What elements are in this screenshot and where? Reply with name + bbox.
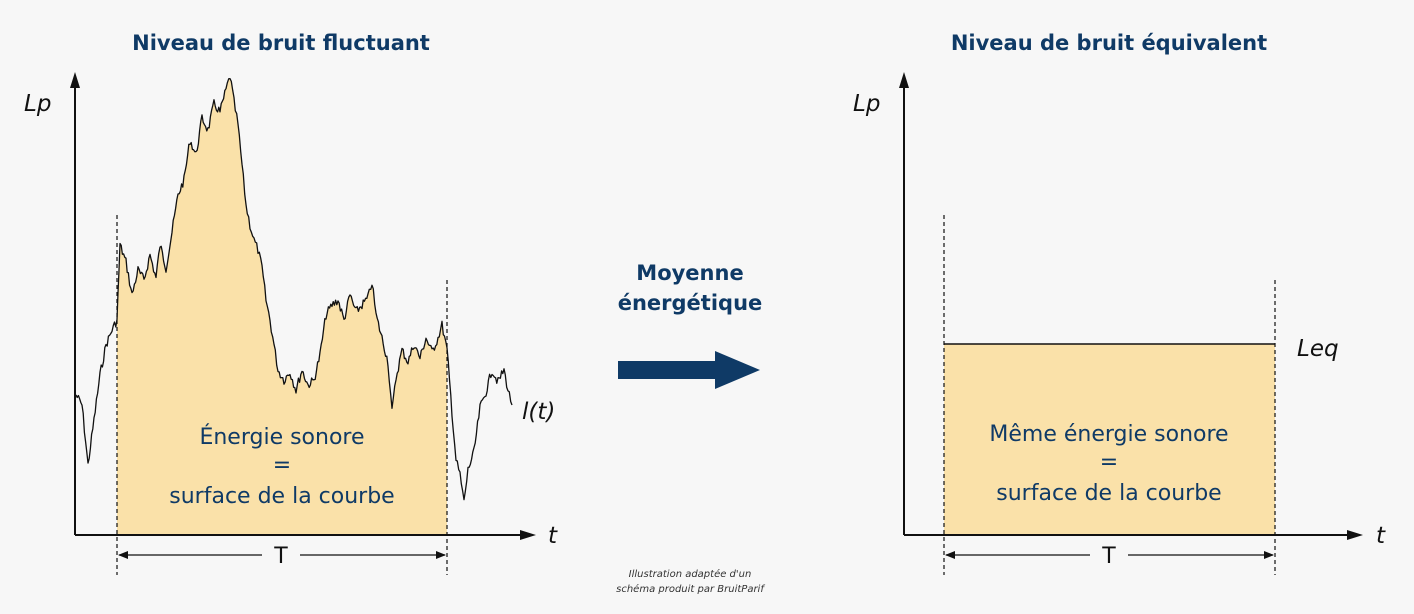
left-interval-arrowhead-left-icon	[118, 551, 128, 559]
right-y-axis-label: Lp	[853, 91, 880, 117]
right-interval-label: T	[1101, 544, 1116, 569]
fluctuating-noise-curve	[75, 77, 513, 501]
curve-label: l(t)	[522, 399, 555, 425]
left-interval-arrowhead-right-icon	[436, 551, 446, 559]
arrow-label-line-1: Moyenne	[636, 261, 743, 285]
left-interval-label: T	[273, 544, 288, 569]
left-panel: Niveau de bruit fluctuant Lp t l(t) T Én…	[24, 31, 558, 575]
right-panel: Niveau de bruit équivalent Lp t Leq T Mê…	[853, 31, 1386, 575]
right-area-text-line-2: =	[1100, 450, 1118, 475]
left-panel-title: Niveau de bruit fluctuant	[132, 31, 430, 55]
energy-area	[117, 78, 447, 535]
left-x-axis-arrowhead-icon	[520, 530, 536, 540]
center-transition: Moyenne énergétique Illustration adaptée…	[616, 261, 765, 595]
left-area-text-line-1: Énergie sonore	[199, 424, 364, 450]
right-y-axis-arrowhead-icon	[899, 72, 909, 88]
left-area-text-line-3: surface de la courbe	[169, 484, 394, 509]
right-arrow-icon	[618, 351, 760, 389]
right-area-text-line-3: surface de la courbe	[996, 481, 1221, 506]
right-interval-arrowhead-right-icon	[1264, 551, 1274, 559]
equivalent-energy-area	[944, 344, 1275, 535]
right-area-text-line-1: Même énergie sonore	[989, 422, 1228, 447]
right-panel-title: Niveau de bruit équivalent	[951, 31, 1267, 55]
credit-line-2: schéma produit par BruitParif	[616, 583, 765, 595]
credit-line-1: Illustration adaptée d'un	[629, 568, 752, 580]
left-x-axis-label: t	[548, 523, 558, 549]
left-y-axis-label: Lp	[24, 91, 51, 117]
left-area-text-line-2: =	[273, 453, 291, 478]
right-interval-arrowhead-left-icon	[945, 551, 955, 559]
left-y-axis-arrowhead-icon	[70, 72, 80, 88]
leq-label: Leq	[1297, 336, 1339, 362]
arrow-label-line-2: énergétique	[618, 291, 763, 315]
right-x-axis-label: t	[1376, 523, 1386, 549]
right-x-axis-arrowhead-icon	[1347, 530, 1363, 540]
